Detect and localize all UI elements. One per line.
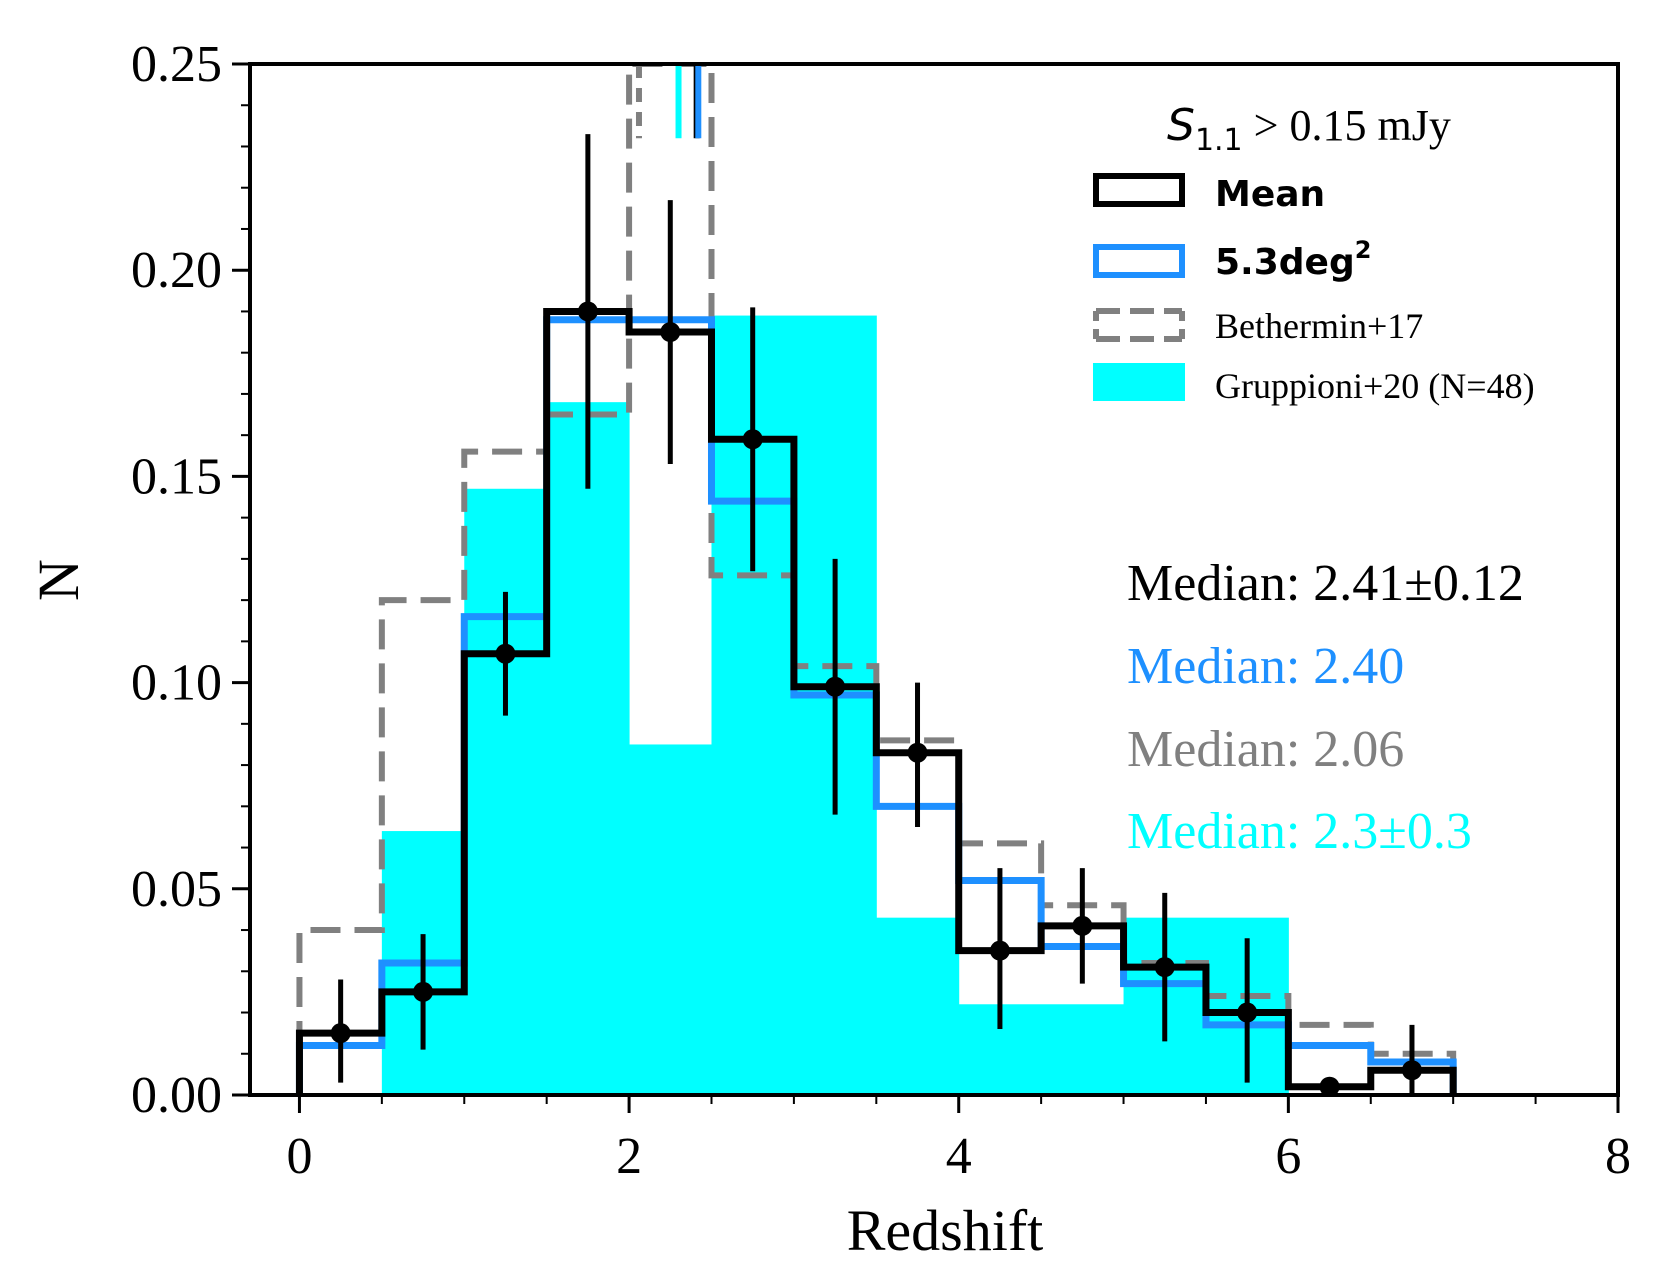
- data-point-3: [577, 301, 598, 322]
- y-tick-label-5: 0.25: [131, 36, 222, 93]
- mean-step-line: [295, 307, 1457, 1095]
- legend-label-mean: Mean: [1215, 174, 1325, 215]
- x-tick-label-3: 6: [1275, 1128, 1301, 1185]
- legend-label-gruppioni: Gruppioni+20 (N=48): [1215, 366, 1535, 406]
- median-mean: Median: 2.41±0.12: [1127, 555, 1524, 612]
- y-tick-label-4: 0.20: [131, 242, 222, 299]
- legend-swatch-5-3deg2: [1093, 244, 1185, 278]
- data-point-13: [1401, 1060, 1422, 1081]
- legend-label-bethermin: Bethermin+17: [1215, 306, 1423, 346]
- x-tick-label-1: 2: [616, 1128, 642, 1185]
- legend-label-5-3deg2: 5.3deg2: [1215, 236, 1371, 283]
- y-tick-label-3: 0.15: [131, 448, 222, 505]
- gruppioni-20-n-48-bar-3: [629, 744, 712, 1095]
- median-5-3deg2: Median: 2.40: [1127, 638, 1404, 695]
- gruppioni-20-n-48-bar-4: [711, 315, 877, 1095]
- legend-swatch-mean: [1093, 173, 1185, 207]
- data-point-2: [495, 643, 516, 664]
- x-tick-label-4: 8: [1605, 1128, 1631, 1185]
- data-point-5: [742, 429, 763, 450]
- legend-swatch-bethermin-sides: [1093, 311, 1185, 339]
- data-point-7: [907, 742, 928, 763]
- gruppioni-20-n-48-bar-2: [546, 402, 630, 1095]
- legend-swatch-gruppioni: [1093, 363, 1185, 401]
- x-axis-label: Redshift: [847, 1198, 1044, 1263]
- y-tick-label-1: 0.05: [131, 861, 222, 918]
- data-point-9: [1072, 915, 1093, 936]
- y-tick-label-0: 0.00: [131, 1067, 222, 1124]
- legend-title: S1.1 > 0.15 mJy: [1167, 100, 1451, 158]
- x-tick-label-2: 4: [946, 1128, 972, 1185]
- data-point-4: [660, 322, 681, 343]
- legend-swatch-bethermin: [1096, 308, 1182, 342]
- gruppioni-20-n-48-bar-1: [464, 488, 548, 1095]
- data-point-12: [1319, 1076, 1340, 1097]
- data-point-6: [825, 676, 846, 697]
- median-annotations: Median: 2.41±0.12 Median: 2.40 Median: 2…: [1127, 555, 1524, 860]
- data-point-8: [989, 940, 1010, 961]
- gruppioni-20-n-48-bar-6: [958, 1004, 1125, 1095]
- plot-frame: [248, 62, 1620, 1097]
- y-tick-label-2: 0.10: [131, 655, 222, 712]
- legend: S1.1 > 0.15 mJy Mean 5.3deg2 Bethermin+1…: [1093, 100, 1535, 406]
- y-axis-label: N: [26, 559, 91, 601]
- data-point-11: [1237, 1002, 1258, 1023]
- x-tick-label-0: 0: [286, 1128, 312, 1185]
- median-bethermin: Median: 2.06: [1127, 721, 1404, 778]
- median-gruppioni: Median: 2.3±0.3: [1127, 803, 1472, 860]
- gruppioni-20-n-48-bar-5: [876, 917, 960, 1095]
- data-point-0: [330, 1023, 351, 1044]
- data-point-10: [1154, 957, 1175, 978]
- data-point-1: [413, 981, 434, 1002]
